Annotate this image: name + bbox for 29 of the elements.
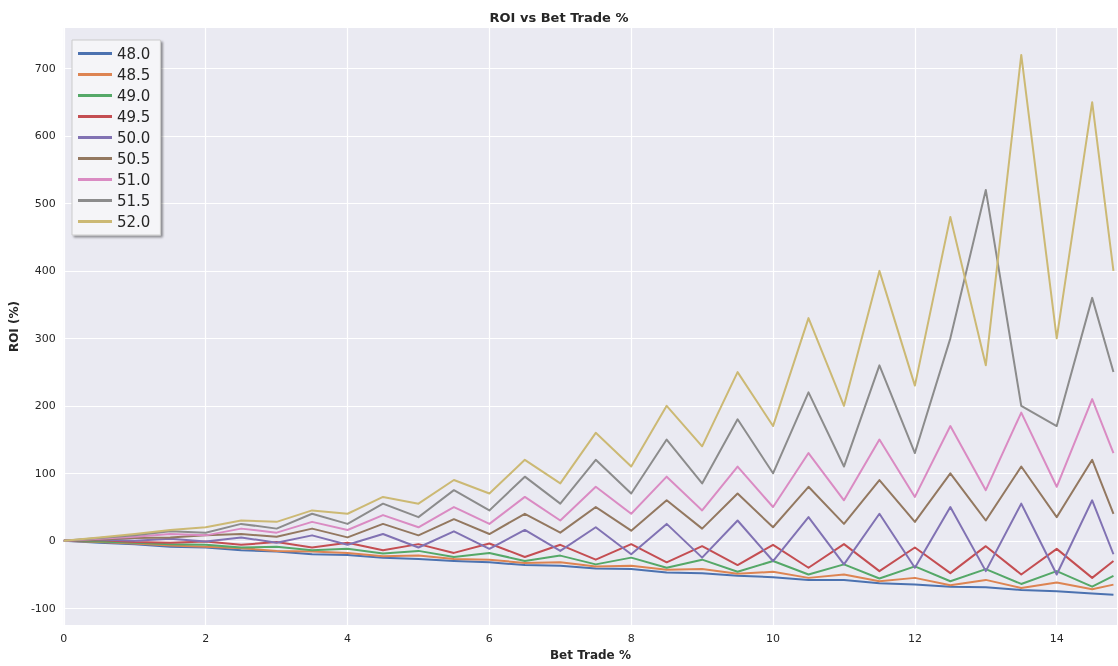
y-tick-label: 200: [34, 399, 56, 413]
legend-label: 48.5: [117, 65, 151, 84]
y-tick-label: 600: [34, 129, 56, 143]
legend-label: 49.0: [117, 86, 151, 105]
y-tick-label: 100: [34, 466, 56, 480]
legend-label: 49.5: [117, 107, 151, 126]
chart-title: ROI vs Bet Trade %: [489, 10, 629, 25]
x-tick-label: 4: [344, 632, 352, 646]
y-axis-title: ROI (%): [7, 301, 21, 353]
y-tick-label: 500: [34, 196, 56, 210]
legend-label: 51.5: [117, 191, 151, 210]
x-tick-label: 6: [485, 632, 493, 646]
y-tick-label: 700: [34, 61, 56, 75]
x-tick-label: 8: [627, 632, 635, 646]
y-tick-label: 300: [34, 331, 56, 345]
legend-label: 50.0: [117, 128, 151, 147]
x-tick-label: 10: [766, 632, 781, 646]
legend-label: 48.0: [117, 44, 151, 63]
legend-label: 52.0: [117, 212, 151, 231]
y-tick-label: 400: [34, 264, 56, 278]
x-tick-label: 2: [202, 632, 210, 646]
legend-label: 51.0: [117, 170, 151, 189]
x-tick-label: 0: [60, 632, 68, 646]
x-axis-title: Bet Trade %: [549, 648, 631, 662]
x-tick-label: 14: [1049, 632, 1064, 646]
y-tick-label: 0: [48, 534, 56, 548]
x-tick-label: 12: [907, 632, 922, 646]
y-tick-label: -100: [30, 601, 56, 615]
legend-label: 50.5: [117, 149, 151, 168]
